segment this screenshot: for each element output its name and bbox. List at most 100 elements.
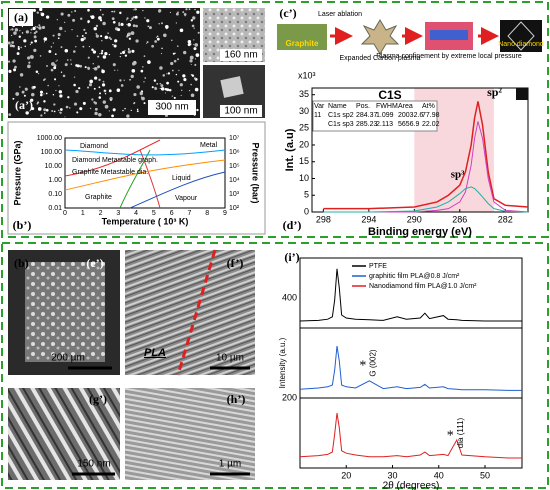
table-header: Area: [398, 103, 413, 110]
grain: [48, 50, 52, 53]
grain: [73, 102, 78, 106]
grain: [55, 60, 57, 62]
grain: [52, 94, 55, 96]
grain: [171, 95, 173, 97]
panel-label: (a’): [15, 98, 33, 112]
grain: [91, 98, 94, 101]
grain: [39, 90, 44, 94]
grain: [142, 66, 144, 68]
grain: [112, 43, 114, 46]
axis-label: Pressure (GPa): [12, 140, 22, 205]
grain: [131, 69, 136, 73]
grain: [98, 78, 101, 82]
grain: [191, 24, 195, 28]
grain: [114, 69, 116, 71]
grain: [56, 19, 58, 21]
grain: [182, 11, 185, 14]
table-cell: 22.02: [422, 121, 440, 128]
x-axis-label: 2θ (degrees): [383, 481, 440, 490]
grain: [24, 87, 28, 91]
table-header: At%: [422, 103, 435, 110]
grain: [82, 45, 85, 48]
grain: [174, 52, 176, 54]
table-cell: 285.23: [356, 121, 378, 128]
grain: [185, 8, 188, 11]
grain: [30, 32, 32, 34]
grain: [102, 100, 107, 104]
grain: [43, 37, 48, 41]
grain: [7, 41, 11, 45]
grain: [100, 52, 104, 55]
interface-line: [176, 249, 217, 376]
grain: [156, 37, 160, 41]
legend-label: Nanodiamond film PLA@1.0 J/cm²: [369, 283, 477, 290]
grain: [75, 46, 77, 48]
grain: [87, 8, 90, 12]
grain: [59, 26, 63, 31]
grain: [31, 92, 35, 97]
grain: [194, 58, 196, 60]
grain: [177, 11, 179, 14]
grain: [43, 100, 46, 103]
grain: [32, 26, 36, 31]
grain: [179, 83, 183, 87]
table-cell: 1.099: [376, 112, 394, 119]
peak-label: sp³: [451, 169, 465, 181]
panel-label: (a): [14, 10, 28, 24]
grain: [8, 69, 12, 73]
x-tick-label: 8: [205, 210, 209, 217]
grain: [10, 34, 13, 37]
grain: [97, 65, 101, 69]
grain: [12, 59, 16, 63]
x-tick-label: 3: [116, 210, 120, 217]
grain: [183, 78, 187, 82]
grain: [166, 73, 168, 75]
grain: [134, 8, 137, 11]
grain: [143, 81, 145, 83]
x-tick-label: 1: [81, 210, 85, 217]
panel-label: (c’): [279, 6, 296, 20]
y-tick-label: 5: [304, 190, 309, 200]
grain: [90, 15, 92, 17]
table-cell: 11: [314, 112, 321, 119]
grain: [143, 55, 146, 58]
x-tick-label: 9: [223, 210, 227, 217]
grain: [135, 24, 138, 28]
x-tick-label: 40: [434, 470, 444, 480]
x-tick-label: 2: [99, 210, 103, 217]
grain: [56, 59, 58, 61]
grain: [57, 37, 60, 40]
y-tick-label: 10: [299, 173, 309, 183]
x-axis-label: Binding energy (eV): [368, 226, 472, 238]
grain: [157, 35, 159, 38]
phase-line: [129, 171, 226, 209]
region: Graphite Metastable dia.: [72, 169, 148, 176]
grain: [126, 23, 128, 25]
grain: [87, 66, 90, 69]
grain: [52, 42, 55, 44]
grain: [8, 113, 12, 117]
grain: [18, 35, 21, 38]
grain: [196, 10, 200, 14]
grain: [124, 107, 126, 110]
xrd-line: [299, 345, 522, 391]
y2-tick-label: 10²: [229, 205, 240, 212]
grain: [147, 60, 151, 64]
grain: [104, 104, 109, 109]
y-tick-label: 25: [299, 123, 309, 133]
grain: [101, 83, 106, 87]
grain: [181, 89, 183, 92]
peak-label: sp²: [487, 85, 502, 99]
grain: [98, 86, 101, 89]
scalebar-bg: [220, 49, 262, 61]
grain: [116, 88, 121, 92]
grain: [158, 9, 162, 13]
grain: [108, 89, 112, 93]
grain: [156, 36, 158, 38]
grain: [109, 97, 113, 101]
grain: [32, 8, 36, 12]
step: Nano diamond: [498, 41, 544, 48]
scale-bar: 1 µm: [219, 459, 241, 470]
grain: [175, 22, 178, 24]
y-tick-label: 1000.00: [37, 135, 62, 142]
